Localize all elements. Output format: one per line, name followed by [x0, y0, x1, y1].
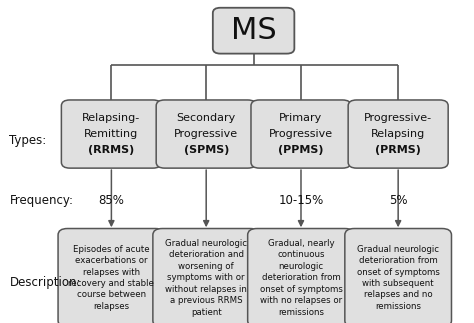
- FancyBboxPatch shape: [153, 229, 259, 323]
- Text: (RRMS): (RRMS): [88, 145, 135, 155]
- Text: (PPMS): (PPMS): [278, 145, 324, 155]
- FancyBboxPatch shape: [58, 229, 164, 323]
- Text: Remitting: Remitting: [84, 129, 138, 139]
- FancyBboxPatch shape: [62, 100, 161, 168]
- FancyBboxPatch shape: [213, 8, 294, 54]
- FancyBboxPatch shape: [156, 100, 256, 168]
- Text: Primary: Primary: [279, 113, 323, 123]
- Text: Description:: Description:: [9, 276, 81, 289]
- Text: Progressive: Progressive: [269, 129, 333, 139]
- Text: Episodes of acute
exacerbations or
relapses with
recovery and stable
course betw: Episodes of acute exacerbations or relap…: [68, 245, 155, 311]
- FancyBboxPatch shape: [247, 229, 354, 323]
- Text: Gradual neurologic
deterioration and
worsening of
symptoms with or
without relap: Gradual neurologic deterioration and wor…: [165, 239, 247, 317]
- Text: 5%: 5%: [389, 194, 408, 207]
- Text: Gradual, nearly
continuous
neurologic
deterioration from
onset of symptoms
with : Gradual, nearly continuous neurologic de…: [260, 239, 342, 317]
- FancyBboxPatch shape: [251, 100, 351, 168]
- Text: MS: MS: [231, 16, 276, 45]
- Text: Progressive-: Progressive-: [364, 113, 432, 123]
- Text: Types:: Types:: [9, 134, 47, 147]
- Text: Frequency:: Frequency:: [9, 194, 73, 207]
- Text: Relapsing: Relapsing: [371, 129, 425, 139]
- Text: 85%: 85%: [99, 194, 124, 207]
- Text: Progressive: Progressive: [174, 129, 238, 139]
- FancyBboxPatch shape: [348, 100, 448, 168]
- Text: (SPMS): (SPMS): [183, 145, 229, 155]
- Text: Relapsing-: Relapsing-: [82, 113, 140, 123]
- Text: Gradual neurologic
deterioration from
onset of symptoms
with subsequent
relapses: Gradual neurologic deterioration from on…: [357, 245, 439, 311]
- Text: 10-15%: 10-15%: [278, 194, 324, 207]
- Text: (PRMS): (PRMS): [375, 145, 421, 155]
- FancyBboxPatch shape: [345, 229, 451, 323]
- Text: Secondary: Secondary: [176, 113, 236, 123]
